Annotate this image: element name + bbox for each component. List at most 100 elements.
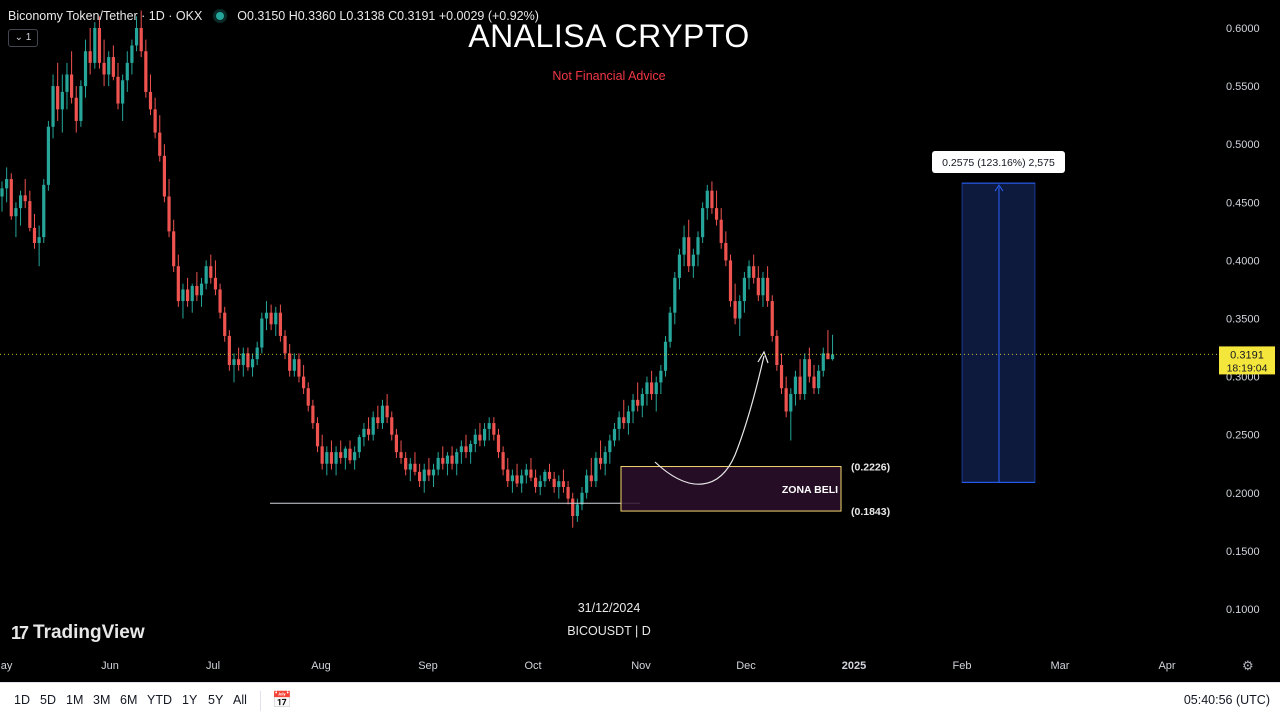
candle-body[interactable] (102, 62, 106, 75)
utc-clock[interactable]: 05:40:56 (UTC) (1183, 693, 1270, 707)
range-button-1y[interactable]: 1Y (182, 693, 198, 707)
candle-body[interactable] (445, 455, 450, 464)
candle-body[interactable] (617, 417, 621, 429)
candle-body[interactable] (65, 74, 69, 92)
candle-body[interactable] (705, 190, 709, 209)
candle-body[interactable] (710, 190, 714, 209)
candle-body[interactable] (450, 455, 454, 464)
candle-body[interactable] (524, 469, 528, 476)
candle-body[interactable] (292, 359, 296, 371)
projection-arrow[interactable] (654, 355, 765, 485)
candle-body[interactable] (547, 471, 552, 479)
candle-body[interactable] (37, 237, 41, 243)
candle-body[interactable] (668, 312, 672, 342)
tradingview-logo[interactable]: 17 TradingView (11, 622, 145, 644)
candle-body[interactable] (510, 475, 514, 482)
candle-body[interactable] (663, 341, 668, 371)
candle-body[interactable] (455, 452, 459, 464)
candle-body[interactable] (83, 51, 88, 87)
candle-body[interactable] (427, 469, 431, 476)
candle-body[interactable] (677, 254, 682, 278)
candle-body[interactable] (130, 45, 134, 63)
candle-body[interactable] (830, 354, 835, 360)
candle-body[interactable] (784, 388, 788, 412)
gear-icon[interactable]: ⚙ (1242, 658, 1254, 673)
candle-body[interactable] (190, 285, 194, 302)
candle-body[interactable] (366, 428, 371, 435)
candle-body[interactable] (362, 428, 366, 438)
candle-body[interactable] (408, 463, 412, 470)
candle-body[interactable] (459, 446, 463, 453)
candle-body[interactable] (775, 335, 779, 365)
candle-body[interactable] (575, 504, 579, 517)
candle-body[interactable] (116, 76, 120, 104)
candle-body[interactable] (162, 155, 166, 197)
candle-body[interactable] (766, 277, 770, 302)
candle-body[interactable] (571, 498, 575, 517)
candle-body[interactable] (353, 452, 357, 461)
candle-body[interactable] (46, 126, 50, 185)
candle-body[interactable] (325, 452, 329, 464)
candle-body[interactable] (404, 457, 408, 470)
candle-body[interactable] (18, 195, 23, 209)
candle-body[interactable] (561, 481, 566, 487)
candle-body[interactable] (385, 405, 389, 418)
candle-body[interactable] (348, 448, 352, 461)
candle-body[interactable] (144, 51, 148, 92)
candle-body[interactable] (793, 376, 798, 395)
candle-body[interactable] (32, 227, 37, 243)
candle-body[interactable] (107, 57, 111, 75)
candle-body[interactable] (478, 434, 482, 441)
candle-body[interactable] (343, 448, 347, 458)
candle-body[interactable] (223, 312, 227, 336)
candle-body[interactable] (241, 353, 245, 365)
candle-body[interactable] (274, 312, 278, 325)
candle-body[interactable] (580, 492, 584, 505)
candle-body[interactable] (23, 195, 27, 202)
candle-body[interactable] (232, 359, 236, 365)
candle-body[interactable] (218, 289, 222, 313)
candle-body[interactable] (70, 74, 74, 98)
candle-body[interactable] (431, 469, 436, 476)
candle-body[interactable] (682, 237, 686, 255)
candle-body[interactable] (288, 353, 292, 371)
candle-body[interactable] (195, 285, 199, 296)
candle-body[interactable] (529, 469, 533, 478)
range-button-1m[interactable]: 1M (66, 693, 84, 707)
candle-body[interactable] (199, 283, 204, 296)
candle-body[interactable] (413, 463, 417, 472)
candle-body[interactable] (246, 353, 250, 368)
candle-body[interactable] (515, 475, 519, 484)
candle-body[interactable] (589, 475, 593, 482)
candle-body[interactable] (752, 266, 756, 278)
candle-body[interactable] (311, 405, 315, 424)
candle-body[interactable] (376, 417, 380, 424)
candle-body[interactable] (269, 312, 273, 325)
candle-body[interactable] (357, 437, 361, 453)
candle-body[interactable] (148, 91, 153, 110)
candle-body[interactable] (654, 382, 658, 395)
candle-body[interactable] (172, 231, 176, 267)
candle-body[interactable] (422, 469, 426, 482)
candle-body[interactable] (125, 62, 129, 81)
candle-body[interactable] (612, 428, 617, 441)
chart-area[interactable]: ZONA BELI (0.2226) (0.1843) 0.2575 (123.16%… (0, 0, 1280, 682)
candle-body[interactable] (696, 237, 700, 255)
candle-body[interactable] (552, 478, 556, 487)
range-button-5y[interactable]: 5Y (208, 693, 224, 707)
candle-body[interactable] (650, 382, 654, 395)
candle-body[interactable] (9, 179, 13, 217)
candle-body[interactable] (28, 201, 32, 228)
candle-body[interactable] (812, 376, 816, 389)
candle-body[interactable] (594, 457, 598, 482)
candle-body[interactable] (399, 452, 403, 458)
candle-body[interactable] (770, 301, 774, 336)
symbol-title[interactable]: Biconomy Token/Tether · 1D · OKX (8, 9, 203, 23)
candle-body[interactable] (636, 399, 640, 406)
range-button-1d[interactable]: 1D (14, 693, 30, 707)
candle-body[interactable] (93, 28, 97, 63)
candle-body[interactable] (334, 452, 338, 464)
calendar-range-icon[interactable]: 📅 (272, 692, 292, 709)
candle-body[interactable] (566, 486, 570, 499)
candle-body[interactable] (441, 457, 445, 464)
